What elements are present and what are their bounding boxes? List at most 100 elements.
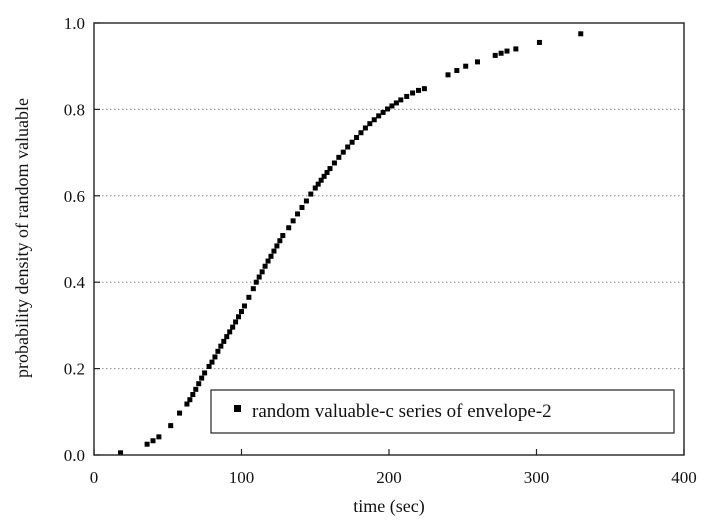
data-point: [239, 309, 244, 315]
data-point: [187, 397, 193, 403]
x-tick-label: 0: [90, 468, 99, 487]
data-point: [380, 109, 386, 115]
data-point: [199, 375, 205, 381]
data-point: [513, 46, 519, 52]
y-tick-label: 1.0: [64, 14, 85, 33]
data-point: [349, 139, 355, 145]
data-point: [218, 343, 224, 349]
data-point: [177, 410, 183, 416]
data-point: [416, 87, 421, 93]
data-point: [340, 149, 346, 155]
data-point: [299, 204, 305, 210]
data-point: [253, 279, 259, 285]
data-points: [118, 31, 584, 456]
data-point: [286, 225, 292, 231]
data-point: [303, 198, 309, 204]
data-point: [221, 338, 227, 344]
data-point: [421, 86, 427, 92]
data-point: [290, 218, 296, 224]
data-point: [410, 90, 416, 96]
y-tick-label: 0.8: [64, 100, 85, 119]
data-point: [321, 173, 327, 179]
data-point: [336, 154, 342, 160]
data-point: [150, 438, 156, 444]
data-point: [362, 125, 368, 131]
y-axis-label: probability density of random valuable: [12, 98, 32, 378]
data-point: [389, 103, 395, 109]
data-point: [398, 97, 404, 103]
data-point: [315, 181, 321, 187]
legend-marker: [234, 405, 241, 412]
y-axis-ticks: 0.0 0.2 0.4 0.6 0.8 1.0: [64, 14, 100, 465]
data-point: [308, 191, 314, 197]
data-point: [184, 401, 190, 407]
data-point: [215, 348, 221, 354]
data-point: [367, 121, 373, 127]
data-point: [327, 166, 333, 172]
legend-box: [210, 389, 675, 434]
data-point: [324, 169, 330, 175]
data-point: [168, 423, 174, 429]
data-point: [492, 52, 498, 58]
data-point: [236, 314, 242, 320]
data-point: [404, 93, 410, 99]
data-point: [371, 117, 377, 123]
data-point: [578, 31, 584, 37]
data-point: [274, 243, 280, 249]
data-point: [295, 211, 301, 217]
data-point: [376, 113, 382, 119]
data-point: [256, 274, 262, 280]
x-tick-label: 200: [376, 468, 402, 487]
data-point: [241, 303, 247, 309]
data-point: [262, 263, 268, 269]
data-point: [227, 329, 233, 335]
data-point: [536, 39, 542, 45]
data-point: [250, 286, 256, 292]
data-point: [331, 160, 337, 166]
x-axis-label: time (sec): [353, 496, 424, 517]
data-point: [345, 144, 351, 150]
data-point: [224, 334, 230, 340]
data-point: [196, 381, 202, 387]
data-point: [271, 248, 277, 254]
x-tick-label: 400: [671, 468, 697, 487]
grid-lines: [94, 108, 684, 370]
y-tick-label: 0.2: [64, 360, 85, 379]
data-point: [463, 63, 469, 69]
data-point: [268, 253, 274, 259]
data-point: [277, 238, 283, 244]
data-point: [118, 450, 124, 456]
data-point: [393, 100, 399, 106]
data-point: [504, 48, 510, 54]
y-tick-label: 0.0: [64, 446, 85, 465]
data-point: [193, 386, 199, 392]
x-tick-label: 100: [229, 468, 255, 487]
x-axis-ticks: 0 100 200 300 400: [90, 449, 697, 487]
data-point: [190, 392, 196, 398]
data-point: [445, 72, 451, 78]
data-point: [385, 106, 391, 112]
data-point: [156, 434, 162, 440]
data-point: [230, 324, 236, 330]
data-point: [209, 359, 215, 365]
data-point: [202, 370, 208, 376]
data-point: [206, 363, 212, 369]
y-tick-label: 0.6: [64, 187, 85, 206]
y-tick-label: 0.4: [64, 273, 86, 292]
data-point: [265, 258, 271, 264]
data-point: [358, 130, 364, 136]
x-tick-label: 300: [524, 468, 550, 487]
data-point: [233, 319, 239, 325]
data-point: [280, 233, 286, 239]
data-point: [312, 185, 318, 191]
data-point: [498, 50, 504, 56]
legend-label: random valuable-c series of envelope-2: [252, 401, 552, 422]
data-point: [144, 441, 150, 447]
data-point: [454, 68, 460, 74]
data-point: [318, 177, 324, 183]
legend: random valuable-c series of envelope-2: [210, 389, 675, 434]
data-point: [475, 59, 480, 65]
data-point: [246, 294, 252, 300]
data-point: [212, 354, 218, 360]
